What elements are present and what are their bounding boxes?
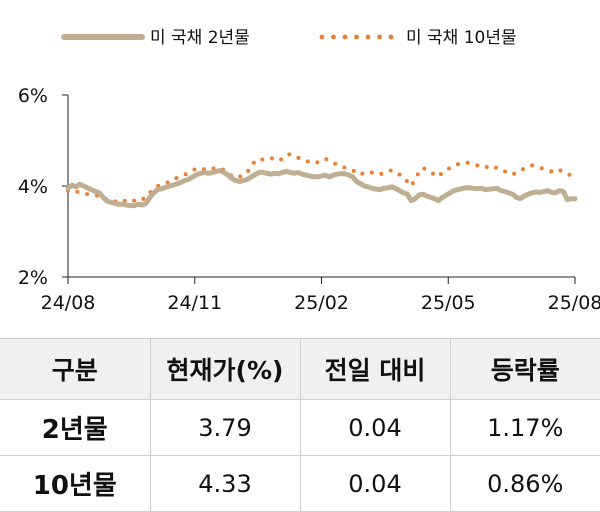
table-header-row: 구분 현재가(%) 전일 대비 등락률 (0, 338, 600, 400)
series-line-2y (65, 168, 578, 209)
table-row: 2년물 3.79 0.04 1.17% (0, 399, 600, 456)
y-tick-label: 2% (18, 267, 48, 289)
header-category: 구분 (0, 338, 150, 400)
quote-table: 구분 현재가(%) 전일 대비 등락률 2년물 3.79 0.04 1.17% … (0, 338, 600, 512)
header-change-rate: 등락률 (449, 338, 600, 400)
x-tick-label: 25/05 (421, 292, 476, 314)
cell-change: 0.04 (299, 455, 450, 512)
legend-swatch-10y (319, 34, 394, 40)
series-layer (65, 151, 578, 209)
legend-label-10y: 미 국채 10년물 (406, 28, 517, 48)
y-axis-ticks: 2% 4% 6% (18, 85, 68, 289)
x-tick-label: 25/02 (294, 292, 349, 314)
cell-current-price: 4.33 (149, 455, 300, 512)
table-row: 10년물 4.33 0.04 0.86% (0, 455, 600, 512)
legend-label-2y: 미 국채 2년물 (150, 28, 250, 48)
y-tick-label: 6% (18, 85, 48, 107)
legend-dot (354, 34, 359, 40)
x-tick-label: 25/08 (548, 292, 600, 314)
legend-dot (331, 34, 336, 40)
row-label: 10년물 (0, 455, 150, 512)
x-axis-ticks: 24/08 24/11 25/02 25/05 25/08 (41, 277, 600, 314)
legend-dot (388, 34, 394, 40)
x-tick-label: 24/08 (41, 292, 96, 314)
legend-dot (377, 34, 382, 40)
treasury-yield-chart: 미 국채 2년물 미 국채 10년물 2% 4% 6% 24/08 24/11 25/0… (18, 28, 600, 314)
header-change: 전일 대비 (299, 338, 450, 400)
legend-dot (365, 34, 371, 40)
y-tick-label: 4% (18, 176, 48, 198)
legend: 미 국채 2년물 미 국채 10년물 (61, 28, 517, 48)
legend-dot (342, 34, 348, 40)
header-current-price: 현재가(%) (149, 338, 300, 400)
cell-change-rate: 1.17% (449, 399, 600, 456)
x-tick-label: 24/11 (167, 292, 222, 314)
cell-change-rate: 0.86% (449, 455, 600, 512)
cell-change: 0.04 (299, 399, 450, 456)
cell-current-price: 3.79 (149, 399, 300, 456)
row-label: 2년물 (0, 399, 150, 456)
legend-dot (319, 34, 325, 40)
